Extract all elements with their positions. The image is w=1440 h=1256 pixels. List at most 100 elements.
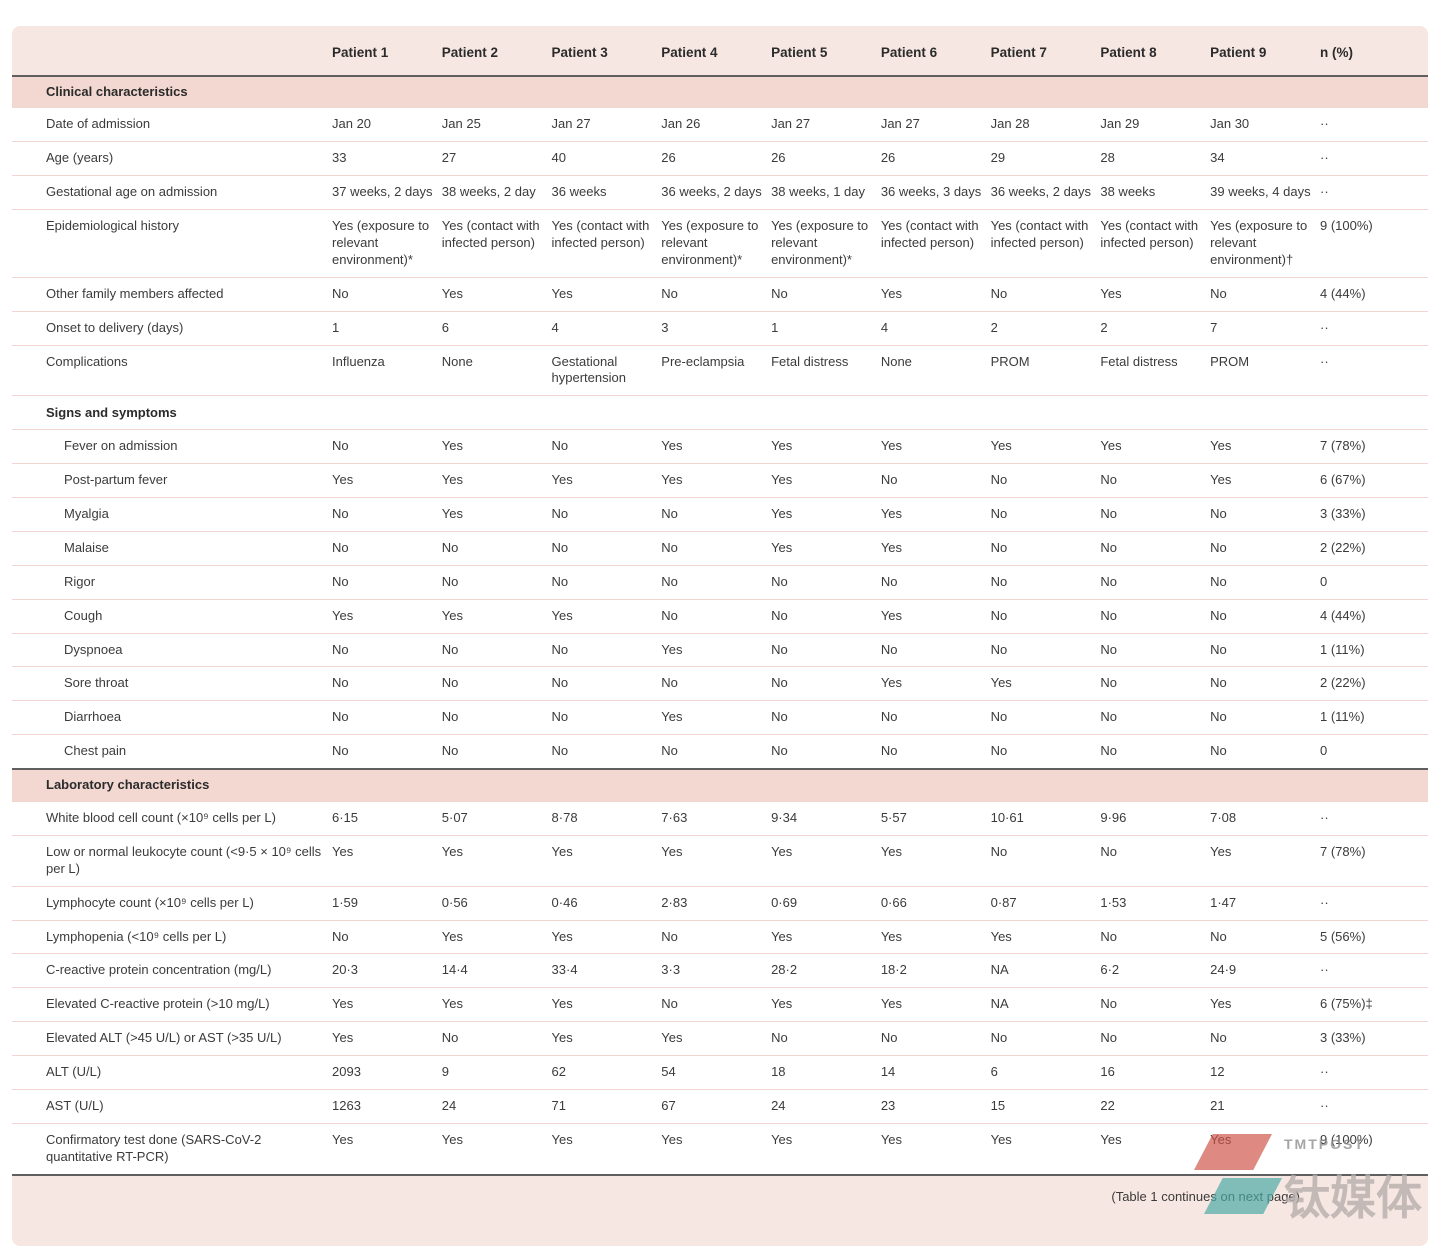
patient-value-cell: Yes [1210,1122,1320,1174]
row-label: Low or normal leukocyte count (<9·5 × 10… [12,834,332,887]
n-percent-cell: 4 (44%) [1320,598,1428,634]
patient-value-cell: Pre-eclampsia [661,344,772,396]
n-percent-cell: 0 [1320,564,1428,600]
patient-value-cell: Yes [332,834,442,887]
patient-value-cell: 9·34 [771,801,881,836]
patient-value-cell: No [1100,463,1211,498]
patient-value-cell: Yes [661,834,772,887]
row-label: Gestational age on admission [12,175,332,210]
patient-value-cell: No [441,734,552,770]
patient-value-cell: No [1210,632,1320,667]
row-label: Confirmatory test done (SARS-CoV-2 quant… [12,1122,332,1174]
n-percent-cell: 0 [1320,734,1428,770]
n-percent-cell: ·· [1320,344,1428,396]
patient-value-cell: No [661,919,772,954]
patient-value-cell: None [441,344,552,396]
patient-value-cell: Yes [551,987,662,1022]
patient-value-cell: 36 weeks, 3 days [880,175,991,210]
patient-value-cell: Yes [771,987,881,1022]
patient-value-cell: No [771,598,881,634]
patient-characteristics-table: Patient 1 Patient 2 Patient 3 Patient 4 Pati… [12,26,1428,1174]
patient-value-cell: No [1210,598,1320,634]
row-label: White blood cell count (×10⁹ cells per L… [12,801,332,836]
patient-value-cell: 0·66 [880,885,991,921]
patient-value-cell: No [990,834,1101,887]
patient-value-cell: 0·56 [441,885,552,921]
row-label: Malaise [12,530,332,566]
patient-value-cell: 14 [880,1055,991,1090]
patient-value-cell: Jan 27 [880,107,991,142]
patient-value-cell: Yes (exposure to relevant environment)† [1210,209,1320,278]
patient-value-cell: No [332,276,442,312]
patient-value-cell: No [551,564,662,600]
patient-value-cell: Yes (contact with infected person) [1100,209,1211,278]
patient-value-cell: No [1210,530,1320,566]
patient-value-cell: 67 [661,1089,772,1124]
patient-value-cell: No [551,632,662,667]
patient-value-cell: 6 [441,310,552,346]
patient-value-cell: 9·96 [1100,801,1211,836]
patient-value-cell: Yes [1100,1122,1211,1174]
patient-value-cell: No [441,1021,552,1056]
table-row: Lymphocyte count (×10⁹ cells per L) 1·59 0… [12,885,1428,921]
patient-value-cell: Jan 25 [441,107,552,142]
patient-value-cell: Yes [990,666,1101,701]
patient-value-cell: 4 [880,310,991,346]
patient-value-cell: No [990,463,1101,498]
patient-value-cell: Yes [441,276,552,312]
patient-value-cell: No [332,632,442,667]
patient-value-cell: Yes (exposure to relevant environment)* [661,209,772,278]
patient-value-cell: Jan 26 [661,107,772,142]
patient-value-cell: Yes (exposure to relevant environment)* [332,209,442,278]
patient-value-cell: PROM [990,344,1101,396]
patient-value-cell: 18 [771,1055,881,1090]
patient-value-cell: 33 [332,141,442,176]
patient-value-cell: No [1100,632,1211,667]
table-row: Other family members affected No Yes Yes No N… [12,276,1428,312]
patient-value-cell: No [1100,734,1211,770]
section-band: Clinical characteristics [12,74,1428,108]
patient-value-cell: No [990,632,1101,667]
n-percent-cell: 6 (67%) [1320,463,1428,498]
table-row: Confirmatory test done (SARS-CoV-2 quant… [12,1122,1428,1174]
n-percent-cell: 3 (33%) [1320,1021,1428,1056]
patient-value-cell: No [551,734,662,770]
patient-value-cell: No [1100,919,1211,954]
patient-value-cell: No [880,632,991,667]
patient-value-cell: 27 [441,141,552,176]
patient-value-cell: Yes [551,919,662,954]
patient-value-cell: 54 [661,1055,772,1090]
patient-value-cell: 24 [441,1089,552,1124]
patient-column-header: Patient 2 [441,45,499,60]
table-row: Rigor No No No No No No No No No 0 [12,564,1428,600]
patient-value-cell: 2 [1100,310,1211,346]
n-percent-cell: ·· [1320,310,1428,346]
patient-value-cell: Yes [1210,987,1320,1022]
patient-value-cell: 39 weeks, 4 days [1210,175,1320,210]
row-label: AST (U/L) [12,1089,332,1124]
patient-value-cell: 24 [771,1089,881,1124]
patient-value-cell: No [551,429,662,464]
patient-value-cell: No [441,530,552,566]
patient-value-cell: 15 [990,1089,1101,1124]
row-label: Diarrhoea [12,700,332,735]
table-row: ALT (U/L) 2093 9 62 54 18 14 6 16 12 ·· [12,1055,1428,1090]
patient-value-cell: 1 [332,310,442,346]
patient-value-cell: 37 weeks, 2 days [332,175,442,210]
patient-value-cell: Yes (contact with infected person) [441,209,552,278]
patient-value-cell: 33·4 [551,953,662,988]
patient-value-cell: Yes [880,598,991,634]
n-percent-cell: 6 (75%)‡ [1320,987,1428,1022]
patient-value-cell: Fetal distress [771,344,881,396]
table-row: Sore throat No No No No No Yes Yes No No 2 (22%) [12,666,1428,701]
row-label: Dyspnoea [12,632,332,667]
patient-value-cell: Gestational hypertension [551,344,662,396]
patient-value-cell: 5·07 [441,801,552,836]
patient-value-cell: No [661,598,772,634]
patient-value-cell: No [441,666,552,701]
row-label: Chest pain [12,734,332,770]
patient-value-cell: 4 [551,310,662,346]
row-label: ALT (U/L) [12,1055,332,1090]
patient-value-cell: No [771,666,881,701]
patient-value-cell: Yes (contact with infected person) [990,209,1101,278]
